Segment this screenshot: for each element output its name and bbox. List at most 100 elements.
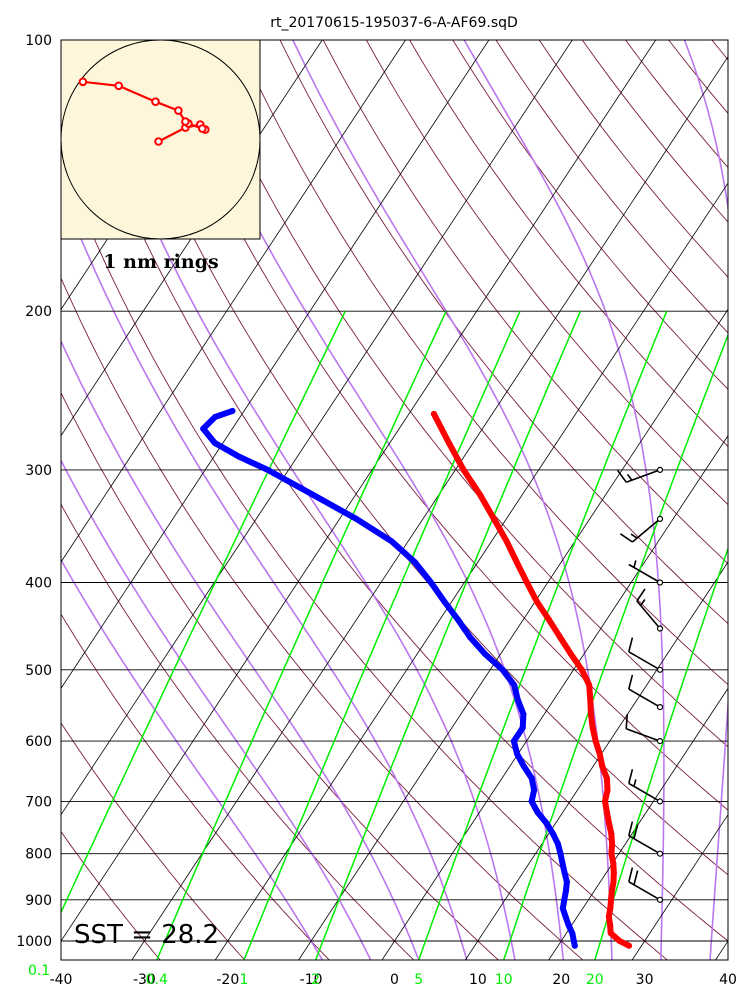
temperature-point [596,750,603,757]
x-tick-label: -40 [50,972,73,988]
isotherm-line [715,940,728,960]
y-tick-label: 200 [25,304,52,320]
isotherm-line [464,561,728,960]
temperature-point [609,840,616,847]
dry-adiabat-line [106,40,728,876]
temperature-point [445,439,452,446]
dewpoint-point [520,711,527,718]
x-tick-label: 30 [636,972,654,988]
mixing-ratio-label: 2 [311,972,320,988]
temperature-point [587,696,594,703]
y-tick-label: 700 [25,794,52,810]
temperature-point [608,888,615,894]
dewpoint-point [388,538,395,545]
mixing-ratio-line [314,310,582,960]
wind-barb [628,637,664,673]
y-tick-label: 500 [25,663,52,679]
wind-barb-station [656,466,664,473]
wind-barb-staff [628,688,661,708]
chart-title: rt_20170615-195037-6-A-AF69.sqD [270,15,518,31]
dry-adiabat-line [150,40,728,811]
dewpoint-point [554,840,561,847]
wind-barb-staff [625,469,661,483]
mixing-ratio-label: 10 [495,972,513,988]
dry-adiabat-line [63,40,728,942]
dewpoint-point [543,820,550,827]
hodograph-point [78,77,88,87]
hodograph-point [154,137,163,146]
temperature-point [606,820,612,827]
mixing-ratio-line [417,310,668,960]
isotherm-line [61,40,406,563]
isotherm-line [214,182,728,960]
wind-barb-station [656,850,664,857]
wind-barb-station [656,625,664,632]
temperature-point [578,666,585,673]
wind-barb-flag [628,867,634,882]
dewpoint-point [561,896,568,903]
plot-frame [60,39,729,961]
isotherm-line [548,687,728,960]
wind-barb-staff [631,518,661,543]
x-tick-label: -10 [300,972,323,988]
hodograph-point [181,117,190,126]
dewpoint-point [549,830,556,837]
hodograph-point [114,81,123,91]
isotherm-line [298,308,728,960]
x-tick-label: -20 [216,972,239,988]
wind-barb-half-flag [630,533,638,539]
dewpoint-point [570,938,577,944]
isotherm-line [61,40,573,816]
wind-barb-flag [628,769,634,784]
wind-barb [625,714,664,745]
wind-barb-station [656,515,664,523]
temperature-point [626,942,632,949]
temperature-point [605,913,612,920]
mixing-ratio-line [61,310,346,915]
wind-barb-flag [633,824,639,839]
x-tick-label: 20 [552,972,570,988]
dry-adiabat-line [365,40,728,506]
dewpoint-point [212,413,219,420]
mixing-ratio-line [594,546,728,960]
dry-adiabat-line [668,40,728,114]
dewpoint-point [467,634,473,641]
sst-annotation: SST = 28.2 [74,920,219,950]
dewpoint-point [264,466,271,473]
wind-barb-flag [633,870,639,885]
wind-barb-station [656,703,664,711]
dewpoint-point [481,650,488,657]
wind-barb [636,588,664,632]
dewpoint-point [310,492,317,499]
dewpoint-point [499,666,506,673]
dewpoint-point [511,682,518,689]
wind-barb-half-flag [633,779,637,787]
y-tick-label: 100 [25,33,52,49]
isotherm-line [131,55,728,960]
mixing-ratio-line [243,310,521,960]
dewpoint-point [557,850,564,857]
temperature-point [610,869,617,876]
dewpoint-point [211,439,218,446]
wind-barb [628,821,664,857]
temperature-point [430,410,437,417]
mixing-ratio-label: 0.1 [28,963,50,979]
temperature-point [567,650,574,657]
dewpoint-point [563,879,570,885]
dewpoint-point [534,809,541,816]
hodograph-inset: 1 nm rings [60,39,261,273]
dry-adiabat-line [61,277,584,960]
mixing-ratio-label: 1 [239,972,248,988]
temperature-point [599,763,606,770]
wind-barb-flag [628,637,634,652]
temperature-point [607,905,614,912]
temperature-point [503,538,510,545]
x-tick-label: 0 [390,972,399,988]
dewpoint-point [510,738,517,745]
dewpoint-point [428,579,434,586]
y-tick-label: 400 [25,576,52,592]
temperature-point [460,466,467,473]
moist-adiabat-line [292,40,613,960]
